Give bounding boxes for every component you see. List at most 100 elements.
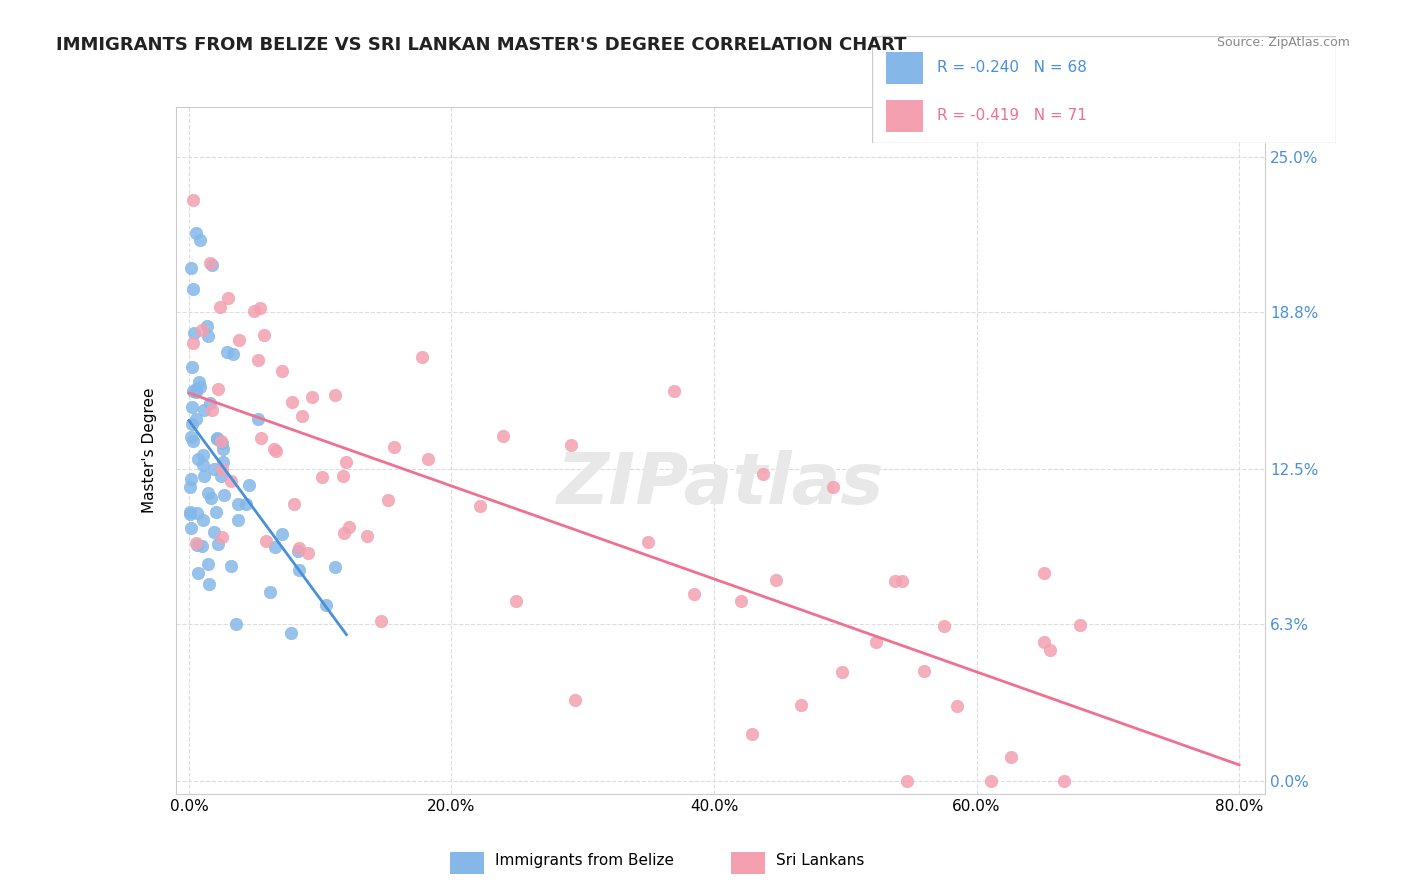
Point — [281, 395, 304, 409]
Point — [263, 442, 285, 456]
Point — [253, 328, 276, 343]
Point — [662, 384, 685, 398]
Point — [226, 513, 249, 527]
Point — [238, 478, 260, 492]
Point — [505, 594, 527, 608]
Text: IMMIGRANTS FROM BELIZE VS SRI LANKAN MASTER'S DEGREE CORRELATION CHART: IMMIGRANTS FROM BELIZE VS SRI LANKAN MAS… — [56, 36, 907, 54]
Point — [209, 434, 232, 448]
Point — [288, 541, 311, 555]
Point — [187, 451, 209, 466]
Point — [271, 527, 294, 541]
Point — [205, 431, 228, 445]
Point — [211, 455, 233, 469]
Point — [211, 436, 233, 450]
Point — [197, 558, 219, 572]
Point — [730, 594, 752, 608]
Point — [181, 400, 204, 414]
Point — [183, 326, 205, 340]
Point — [637, 535, 659, 549]
Point — [323, 560, 346, 574]
Point — [187, 375, 209, 389]
Text: R = -0.419   N = 71: R = -0.419 N = 71 — [936, 109, 1087, 123]
Point — [323, 388, 346, 402]
Point — [264, 443, 287, 458]
Point — [683, 587, 706, 601]
Point — [283, 497, 305, 511]
Point — [912, 664, 935, 678]
Point — [823, 479, 845, 493]
Point — [259, 585, 281, 599]
Point — [200, 491, 222, 506]
Point — [228, 334, 250, 348]
Point — [197, 577, 219, 591]
Point — [765, 573, 787, 587]
Point — [280, 626, 302, 640]
Point — [181, 359, 204, 374]
Point — [1069, 618, 1091, 632]
Point — [311, 470, 333, 484]
Point — [865, 635, 887, 649]
Point — [191, 448, 214, 462]
Point — [226, 497, 249, 511]
Point — [301, 390, 323, 404]
Point — [411, 350, 433, 364]
Point — [377, 492, 399, 507]
Point — [180, 472, 202, 486]
Text: R = -0.240   N = 68: R = -0.240 N = 68 — [936, 61, 1087, 75]
Point — [249, 301, 271, 316]
Bar — [886, 52, 922, 84]
Point — [193, 468, 215, 483]
Point — [288, 563, 311, 577]
Point — [564, 693, 586, 707]
Point — [197, 486, 219, 500]
Bar — [450, 852, 484, 874]
Point — [180, 521, 202, 535]
Y-axis label: Master's Degree: Master's Degree — [142, 388, 157, 513]
Text: Immigrants from Belize: Immigrants from Belize — [495, 854, 673, 868]
Point — [187, 566, 209, 580]
Point — [212, 488, 235, 502]
Point — [193, 403, 215, 417]
Point — [221, 558, 243, 573]
Text: Source: ZipAtlas.com: Source: ZipAtlas.com — [1216, 36, 1350, 49]
Point — [193, 458, 215, 472]
Point — [207, 536, 229, 550]
Text: Sri Lankans: Sri Lankans — [776, 854, 865, 868]
Point — [205, 505, 228, 519]
Point — [370, 614, 392, 628]
Point — [180, 417, 202, 432]
Point — [932, 618, 955, 632]
Point — [741, 727, 763, 741]
Point — [181, 336, 204, 351]
Point — [190, 234, 212, 248]
Point — [225, 617, 247, 632]
Point — [180, 261, 202, 276]
Point — [179, 505, 201, 519]
Point — [186, 506, 208, 520]
Point — [217, 345, 239, 359]
Text: ZIPatlas: ZIPatlas — [557, 450, 884, 519]
Point — [222, 347, 245, 361]
Point — [184, 226, 207, 240]
Point — [179, 507, 201, 521]
Point — [181, 282, 204, 296]
Point — [198, 256, 221, 270]
Point — [332, 469, 354, 483]
Point — [207, 383, 229, 397]
Point — [211, 530, 233, 544]
Point — [181, 193, 204, 207]
Point — [184, 385, 207, 400]
Point — [333, 526, 356, 541]
Point — [211, 442, 233, 457]
FancyBboxPatch shape — [872, 36, 1336, 143]
Point — [751, 467, 773, 481]
Point — [191, 323, 214, 337]
Point — [1033, 634, 1056, 648]
Point — [195, 318, 218, 333]
Point — [208, 300, 231, 314]
Point — [254, 533, 277, 548]
Point — [205, 432, 228, 446]
Point — [883, 574, 905, 589]
Point — [264, 540, 287, 554]
Point — [980, 774, 1002, 789]
